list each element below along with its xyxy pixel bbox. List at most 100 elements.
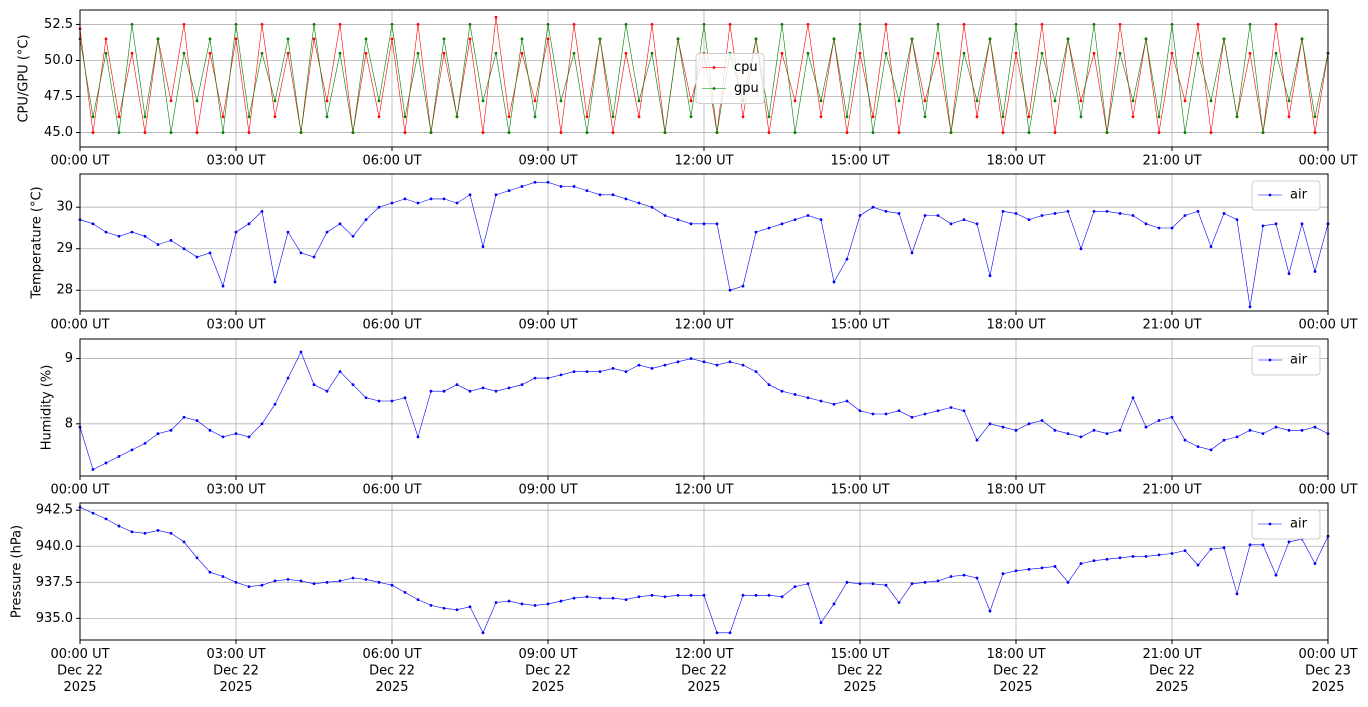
- point: [481, 245, 485, 249]
- legend-box: [1251, 180, 1321, 211]
- x-tick-label: 15:00 UT Dec 22 2025: [830, 647, 889, 695]
- point: [507, 386, 511, 390]
- point: [364, 396, 368, 400]
- point: [221, 131, 225, 134]
- point: [975, 576, 979, 580]
- point: [988, 422, 992, 426]
- point: [221, 284, 225, 288]
- legend-label: cpu: [734, 60, 758, 75]
- point: [936, 579, 940, 583]
- point: [429, 197, 433, 201]
- point: [429, 389, 433, 393]
- point: [689, 115, 693, 119]
- point: [1027, 567, 1031, 571]
- legend-box: [1251, 345, 1321, 376]
- point: [897, 409, 901, 413]
- y-tick-label: 9: [65, 351, 73, 366]
- point: [1144, 425, 1148, 429]
- point: [728, 631, 732, 635]
- point: [676, 360, 680, 364]
- x-tick-label: 00:00 UT: [1298, 483, 1357, 498]
- point: [195, 255, 199, 259]
- point: [1105, 557, 1109, 561]
- point: [1183, 131, 1187, 134]
- point: [91, 511, 95, 515]
- point: [130, 51, 134, 55]
- point: [520, 185, 524, 188]
- point: [442, 37, 446, 41]
- point: [247, 131, 251, 134]
- point: [585, 115, 589, 119]
- point: [1196, 51, 1200, 55]
- point: [741, 115, 745, 119]
- point: [351, 131, 355, 134]
- point: [260, 23, 264, 26]
- point: [637, 115, 641, 119]
- point: [1196, 23, 1200, 26]
- point: [663, 595, 667, 599]
- point: [1131, 554, 1135, 558]
- point: [1261, 543, 1265, 547]
- x-tick-label: 03:00 UT: [206, 318, 265, 333]
- x-tick-label: 21:00 UT: [1142, 318, 1201, 333]
- point: [390, 201, 394, 205]
- point: [767, 115, 771, 119]
- point: [455, 608, 459, 612]
- point: [1066, 580, 1070, 584]
- point: [481, 131, 485, 134]
- point: [338, 222, 342, 226]
- point: [507, 131, 511, 134]
- point: [273, 280, 277, 284]
- point: [936, 214, 940, 217]
- point: [1027, 422, 1031, 426]
- point: [208, 51, 212, 55]
- point: [585, 370, 589, 374]
- x-tick-label: 18:00 UT: [986, 154, 1045, 169]
- point: [494, 51, 498, 55]
- point: [637, 363, 641, 367]
- point: [117, 455, 121, 458]
- point: [130, 448, 134, 452]
- point: [585, 131, 589, 134]
- y-axis-label: CPU/GPU (°C): [17, 34, 32, 122]
- point: [468, 37, 472, 41]
- point: [1027, 131, 1031, 134]
- legend-marker: [1268, 358, 1272, 362]
- point: [897, 99, 901, 103]
- point: [234, 580, 238, 584]
- point: [1235, 435, 1239, 439]
- point: [1300, 37, 1304, 41]
- point: [104, 51, 108, 55]
- x-tick-label: 15:00 UT: [830, 483, 889, 498]
- point: [312, 582, 316, 586]
- point: [442, 51, 446, 55]
- point: [273, 99, 277, 103]
- point: [299, 350, 303, 354]
- y-tick-label: 29: [56, 241, 73, 256]
- point: [195, 419, 199, 422]
- x-tick-label: 09:00 UT: [518, 483, 577, 498]
- point: [702, 222, 706, 226]
- point: [1001, 425, 1005, 429]
- x-tick-label: 18:00 UT Dec 22 2025: [986, 647, 1045, 695]
- point: [377, 115, 381, 119]
- point: [1170, 226, 1174, 230]
- point: [1118, 51, 1122, 55]
- y-tick-label: 8: [65, 416, 73, 431]
- point: [1040, 214, 1044, 217]
- point: [910, 251, 914, 255]
- point: [559, 131, 563, 134]
- point: [1053, 99, 1057, 103]
- point: [962, 409, 966, 413]
- point: [91, 131, 95, 134]
- x-tick-label: 12:00 UT Dec 22 2025: [674, 647, 733, 695]
- point: [754, 230, 758, 234]
- point: [936, 51, 940, 55]
- y-tick-label: 47.5: [44, 89, 73, 104]
- point: [260, 583, 264, 587]
- point: [1196, 445, 1200, 449]
- point: [546, 180, 550, 184]
- point: [858, 214, 862, 217]
- point: [1300, 222, 1304, 226]
- point: [1209, 99, 1213, 103]
